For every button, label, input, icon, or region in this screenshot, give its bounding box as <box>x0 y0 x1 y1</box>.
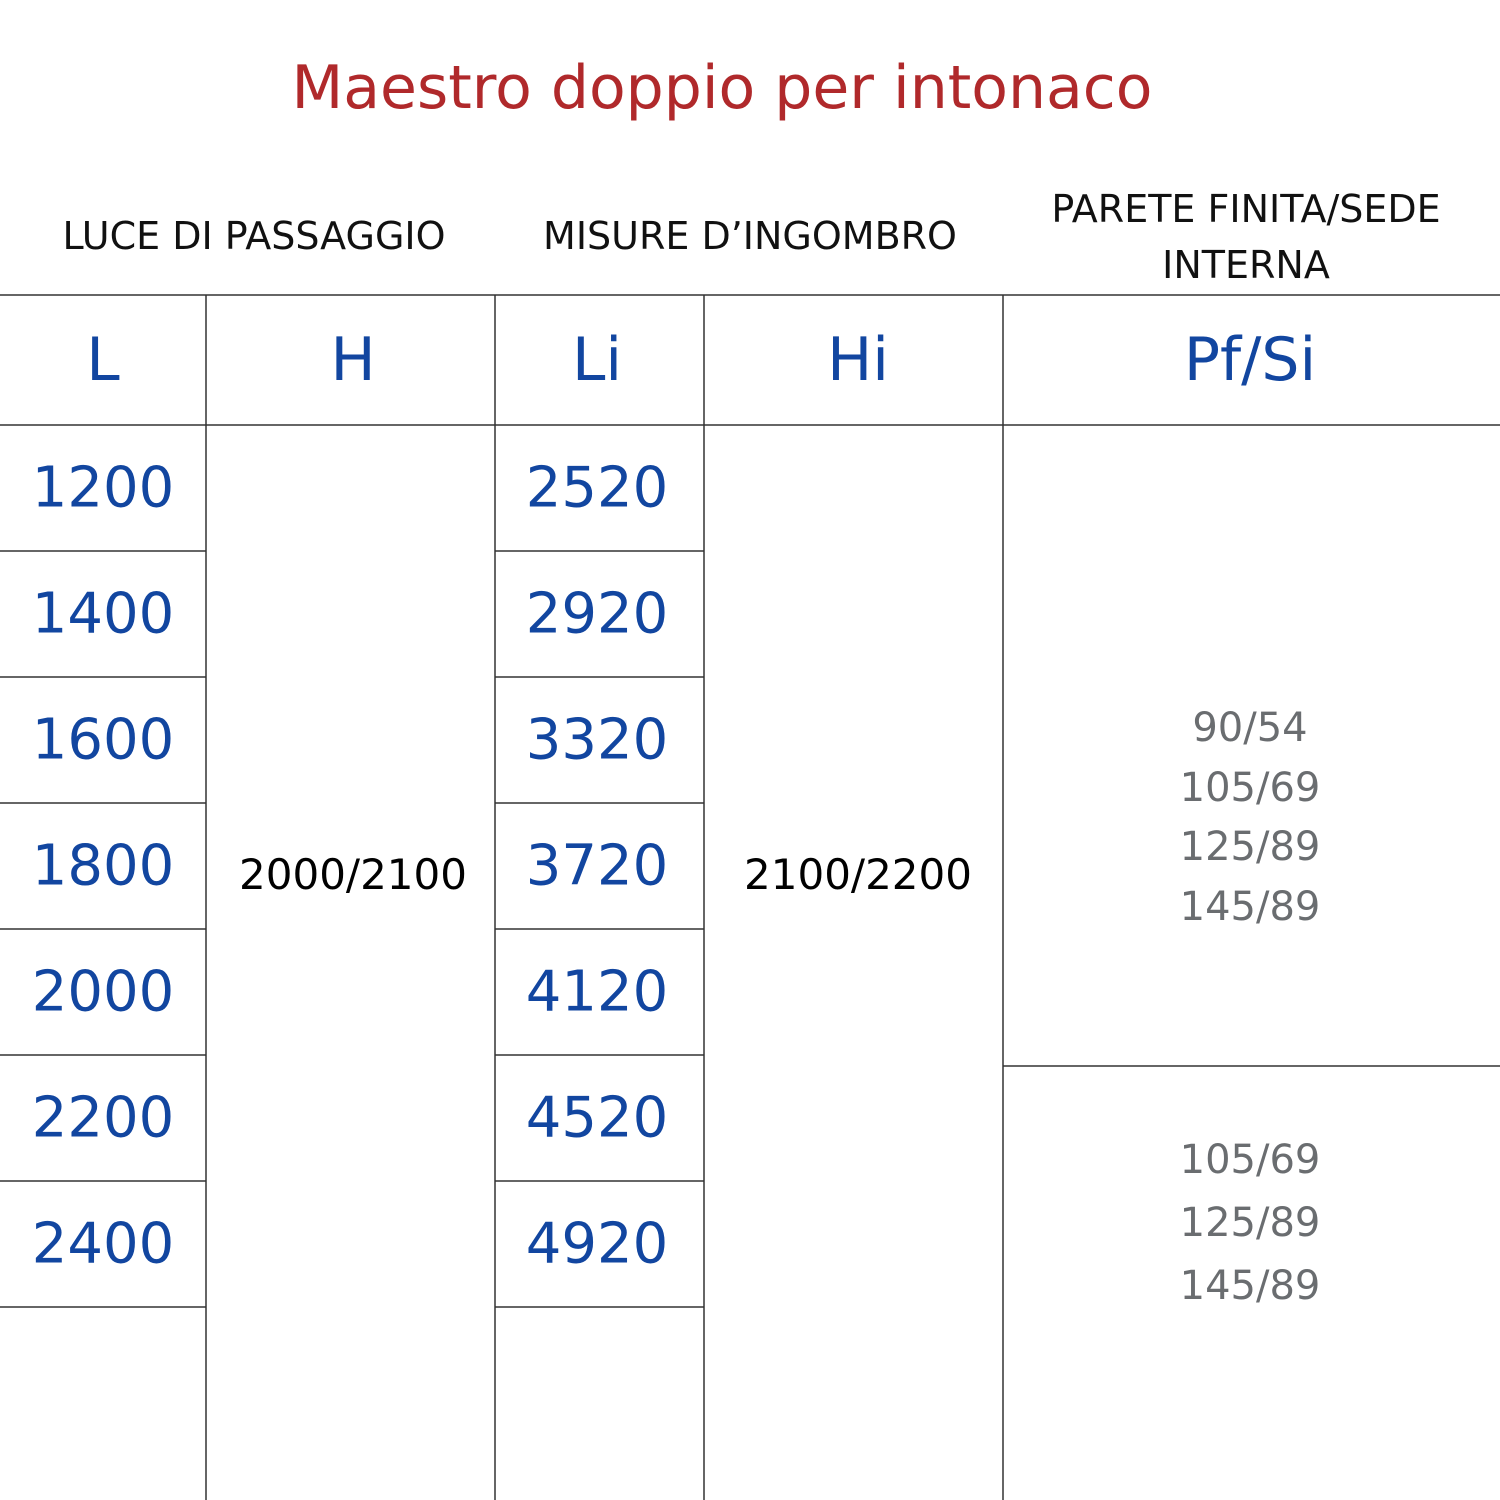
cell-pf-si: 125/89 <box>1179 824 1321 870</box>
cell-l: 2000 <box>31 959 175 1025</box>
group-header: LUCE DI PASSAGGIO <box>62 214 446 259</box>
cell-l: 2400 <box>31 1211 175 1277</box>
cell-pf-si: 145/89 <box>1179 883 1321 930</box>
cell-pf-si: 125/89 <box>1179 1200 1321 1246</box>
cell-li: 4120 <box>525 959 669 1025</box>
cell-hi: 2100/2200 <box>744 849 972 899</box>
cell-l: 2200 <box>31 1085 175 1151</box>
column-header: Li <box>571 325 623 395</box>
cell-pf-si: 105/69 <box>1179 1137 1321 1183</box>
cell-li: 2520 <box>525 455 669 521</box>
column-header: H <box>330 325 376 395</box>
cell-l: 1800 <box>31 833 175 899</box>
group-header: PARETE FINITA/SEDE INTERNA <box>1051 187 1441 287</box>
column-header: L <box>86 325 120 395</box>
cell-l: 1200 <box>31 455 175 521</box>
cell-l: 1400 <box>31 581 175 647</box>
cell-pf-si: 90/54 <box>1192 705 1308 751</box>
cell-h: 2000/2100 <box>239 849 467 899</box>
column-header: Pf/Si <box>1183 325 1317 395</box>
cell-pf-si: 105/69 <box>1179 764 1321 811</box>
cell-l: 1600 <box>31 707 175 773</box>
cell-li: 4920 <box>525 1211 669 1277</box>
cell-pf-si: 145/89 <box>1179 1263 1321 1309</box>
cell-li: 3720 <box>525 833 669 899</box>
title: Maestro doppio per intonaco <box>291 53 1153 123</box>
cell-li: 2920 <box>525 581 669 647</box>
group-header: MISURE D’INGOMBRO <box>543 214 957 259</box>
cell-li: 4520 <box>525 1085 669 1151</box>
column-header: Hi <box>827 325 889 395</box>
cell-li: 3320 <box>525 707 669 773</box>
